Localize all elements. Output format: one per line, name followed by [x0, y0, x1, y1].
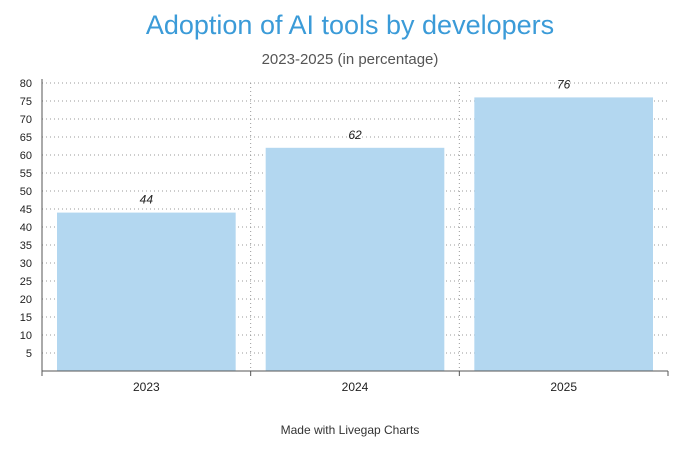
y-tick-label: 20	[20, 294, 32, 306]
y-tick-label: 45	[20, 204, 32, 216]
y-tick-label: 25	[20, 276, 32, 288]
bar	[265, 147, 445, 371]
y-tick-label: 40	[20, 222, 32, 234]
chart-title: Adoption of AI tools by developers	[145, 10, 555, 40]
x-tick-label: 2025	[550, 380, 577, 394]
y-tick-label: 70	[20, 114, 32, 126]
chart-subtitle: 2023-2025 (in percentage)	[261, 51, 439, 68]
y-tick-label: 50	[20, 186, 32, 198]
bar	[57, 212, 236, 371]
y-tick-label: 80	[20, 78, 32, 90]
y-tick-label: 75	[20, 96, 32, 108]
y-tick-label: 55	[20, 168, 32, 180]
y-tick-label: 35	[20, 240, 32, 252]
data-label: 62	[348, 128, 362, 142]
y-tick-label: 65	[20, 132, 32, 144]
x-tick-label: 2024	[342, 380, 369, 394]
x-tick-label: 2023	[133, 380, 160, 394]
y-tick-label: 60	[20, 150, 32, 162]
y-tick-label: 10	[20, 330, 32, 342]
y-tick-label: 30	[20, 258, 32, 270]
data-label: 76	[557, 77, 571, 91]
y-tick-label: 5	[26, 348, 32, 360]
y-tick-label: 15	[20, 312, 32, 324]
bar	[474, 97, 653, 372]
footer-credit: Made with Livegap Charts	[280, 423, 420, 437]
data-label: 44	[140, 193, 154, 207]
